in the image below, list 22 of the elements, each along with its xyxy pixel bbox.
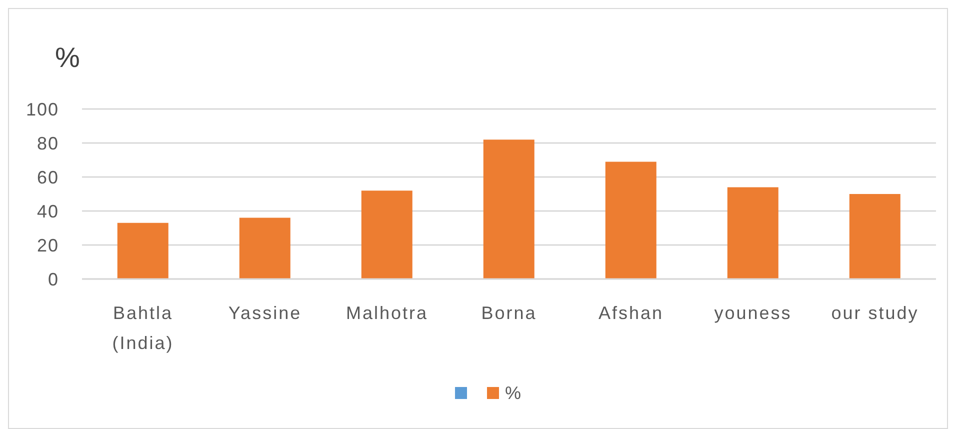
bar	[361, 190, 412, 279]
legend-label: %	[504, 382, 521, 404]
bar	[117, 222, 168, 279]
x-tick-label: Bahtla (India)	[112, 303, 174, 353]
bar	[483, 140, 534, 279]
y-tick-label: 60	[36, 167, 59, 188]
bar	[727, 187, 778, 279]
bar	[605, 162, 656, 279]
y-tick-label: 100	[26, 99, 59, 120]
x-tick-label: Malhotra	[346, 303, 428, 323]
x-tick-label: Afshan	[598, 303, 664, 323]
y-axis-title: %	[55, 42, 80, 74]
x-tick-label: youness	[714, 303, 792, 323]
y-tick-label: 20	[36, 235, 59, 256]
y-tick-label: 0	[48, 269, 59, 290]
x-tick-label: Borna	[481, 303, 537, 323]
bar	[849, 194, 900, 279]
x-tick-label: our study	[831, 303, 919, 323]
y-tick-label: 80	[36, 133, 59, 154]
bar	[239, 218, 290, 279]
x-tick-label: Yassine	[228, 303, 302, 323]
y-tick-label: 40	[36, 201, 59, 222]
